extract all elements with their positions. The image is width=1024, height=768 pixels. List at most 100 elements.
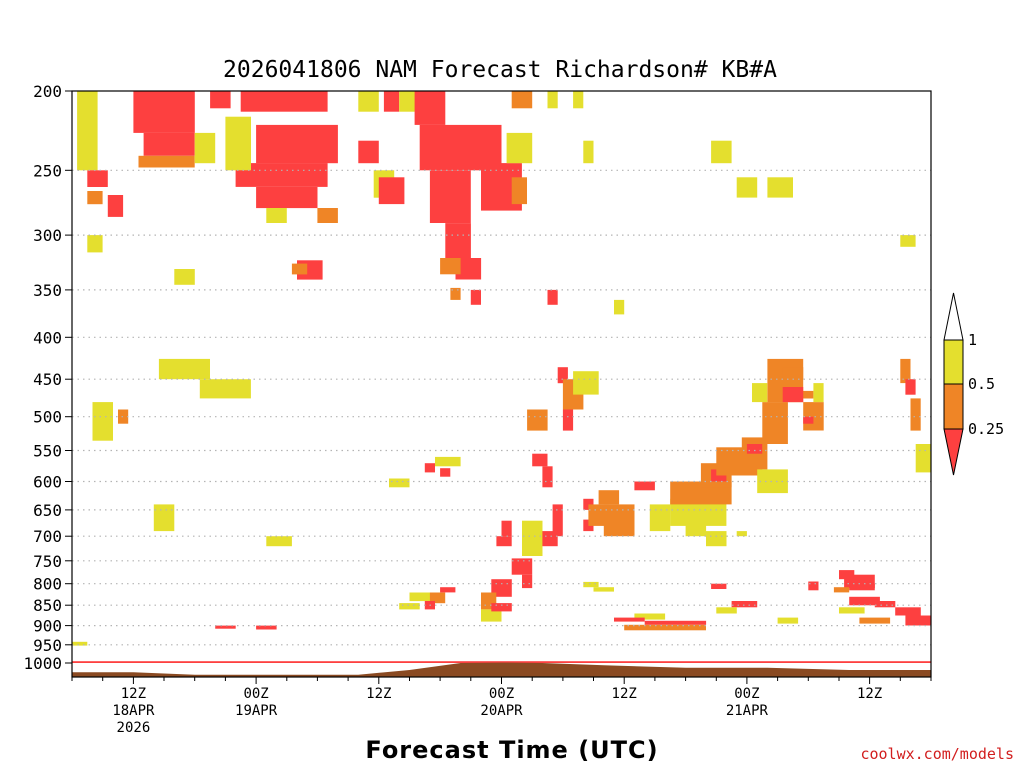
heatmap-cell-yellow bbox=[72, 641, 88, 646]
heatmap-cell-red bbox=[256, 187, 318, 209]
pressure-tick-label: 800 bbox=[33, 575, 62, 594]
heatmap-cell-red bbox=[839, 570, 855, 580]
heatmap-cell-red bbox=[614, 617, 645, 622]
heatmap-cell-red bbox=[746, 444, 763, 454]
heatmap-cell-red bbox=[808, 581, 819, 591]
heatmap-cell-yellow bbox=[194, 132, 216, 164]
heatmap-cell-orange bbox=[511, 177, 527, 205]
pressure-tick-label: 650 bbox=[33, 501, 62, 520]
heatmap-cell-red bbox=[87, 170, 108, 187]
heatmap-cell-yellow bbox=[266, 208, 287, 223]
heatmap-cell-yellow bbox=[706, 531, 727, 547]
heatmap-cell-red bbox=[72, 661, 931, 663]
heatmap-cell-yellow bbox=[685, 515, 707, 537]
time-tick-label: 12Z bbox=[366, 686, 391, 702]
pressure-tick-label: 200 bbox=[33, 82, 62, 101]
heatmap-cell-red bbox=[496, 536, 512, 547]
pressure-tick-label: 450 bbox=[33, 370, 62, 389]
colorbar-label: 1 bbox=[968, 331, 977, 349]
heatmap-cell-yellow bbox=[522, 520, 543, 556]
colorbar-legend: 1 0.5 0.25 bbox=[943, 292, 1004, 476]
heatmap-cell-yellow bbox=[839, 607, 865, 614]
time-tick-label: 00Z bbox=[243, 686, 268, 702]
time-tick-label: 20APR bbox=[480, 703, 523, 719]
heatmap-cell-yellow bbox=[752, 383, 768, 403]
heatmap-cell-red bbox=[235, 163, 328, 187]
heatmap-cell-red bbox=[240, 91, 328, 112]
heatmap-cell-red bbox=[358, 140, 379, 164]
time-tick-label: 2026 bbox=[117, 720, 151, 736]
time-tick-label: 12Z bbox=[121, 686, 146, 702]
heatmap-cell-yellow bbox=[649, 504, 671, 532]
heatmap-cell-red bbox=[133, 91, 195, 133]
heatmap-cell-red bbox=[256, 625, 277, 630]
heatmap-cell-red bbox=[557, 367, 568, 384]
heatmap-cell-yellow bbox=[593, 587, 614, 592]
colorbar-top-arrow bbox=[943, 292, 964, 341]
heatmap-cell-orange bbox=[598, 490, 620, 505]
pressure-tick-label: 750 bbox=[33, 552, 62, 571]
time-tick-label: 18APR bbox=[112, 703, 155, 719]
heatmap-cell-red bbox=[256, 124, 338, 164]
heatmap-cell-red bbox=[107, 195, 124, 217]
heatmap-cell-yellow bbox=[199, 379, 251, 399]
heatmap-cell-yellow bbox=[435, 456, 461, 467]
heatmap-cell-red bbox=[522, 574, 533, 589]
heatmap-cell-orange bbox=[450, 287, 461, 300]
heatmap-cell-yellow bbox=[399, 603, 420, 610]
heatmap-cell-red bbox=[455, 258, 482, 280]
time-tick-label: 00Z bbox=[734, 686, 759, 702]
heatmap-cell-red bbox=[210, 91, 231, 109]
heatmap-cell-orange bbox=[291, 263, 308, 275]
heatmap-cell-orange bbox=[900, 358, 911, 384]
heatmap-cell-yellow bbox=[915, 444, 931, 473]
heatmap-cell-orange bbox=[138, 155, 195, 168]
pressure-tick-label: 600 bbox=[33, 473, 62, 492]
heatmap-cell-yellow bbox=[573, 91, 584, 109]
heatmap-cell-yellow bbox=[583, 140, 594, 164]
heatmap-cell-red bbox=[583, 498, 594, 510]
heatmap-cell-yellow bbox=[813, 383, 824, 403]
heatmap-cell-red bbox=[562, 409, 574, 431]
heatmap-cell-red bbox=[542, 466, 553, 488]
heatmap-cell-red bbox=[905, 615, 931, 626]
heatmap-cell-red bbox=[445, 223, 471, 259]
pressure-tick-label: 550 bbox=[33, 442, 62, 461]
time-tick-label: 00Z bbox=[489, 686, 514, 702]
heatmap-cell-yellow bbox=[153, 504, 175, 532]
colorbar-segment-orange bbox=[943, 383, 964, 430]
heatmap-cell-yellow bbox=[716, 607, 737, 614]
time-tick-label: 12Z bbox=[612, 686, 637, 702]
heatmap-cell-yellow bbox=[736, 531, 747, 537]
heatmap-cell-orange bbox=[859, 617, 891, 624]
pressure-tick-label: 300 bbox=[33, 226, 62, 245]
heatmap-cell-red bbox=[542, 531, 558, 547]
heatmap-cell-orange bbox=[511, 91, 533, 109]
pressure-tick-label: 950 bbox=[33, 636, 62, 655]
heatmap-cell-yellow bbox=[900, 235, 916, 247]
pressure-tick-label: 850 bbox=[33, 596, 62, 615]
heatmap-cell-yellow bbox=[614, 299, 625, 315]
heatmap-cell-orange bbox=[624, 624, 706, 631]
heatmap-cell-yellow bbox=[409, 592, 430, 602]
heatmap-cell-red bbox=[511, 558, 533, 575]
plot-frame bbox=[71, 90, 932, 678]
time-tick-label: 19APR bbox=[235, 703, 278, 719]
chart-title: 2026041806 NAM Forecast Richardson# KB#A bbox=[223, 57, 777, 83]
heatmap-cell-yellow bbox=[389, 478, 410, 488]
heatmap-cell-yellow bbox=[506, 132, 533, 164]
heatmap-cell-yellow bbox=[583, 581, 599, 588]
heatmap-cell-red bbox=[491, 603, 512, 612]
source-credit: coolwx.com/models bbox=[860, 745, 1014, 763]
heatmap-cell-orange bbox=[87, 191, 103, 205]
heatmap-cell-red bbox=[849, 596, 880, 606]
heatmap-cell-yellow bbox=[87, 235, 103, 253]
heatmap-cell-red bbox=[419, 124, 502, 171]
heatmap-cell-red bbox=[644, 620, 707, 625]
heatmap-cell-yellow bbox=[481, 609, 502, 622]
heatmap-cell-red bbox=[634, 481, 655, 491]
heatmap-cell-orange bbox=[603, 504, 635, 537]
heatmap-cell-yellow bbox=[547, 91, 558, 109]
